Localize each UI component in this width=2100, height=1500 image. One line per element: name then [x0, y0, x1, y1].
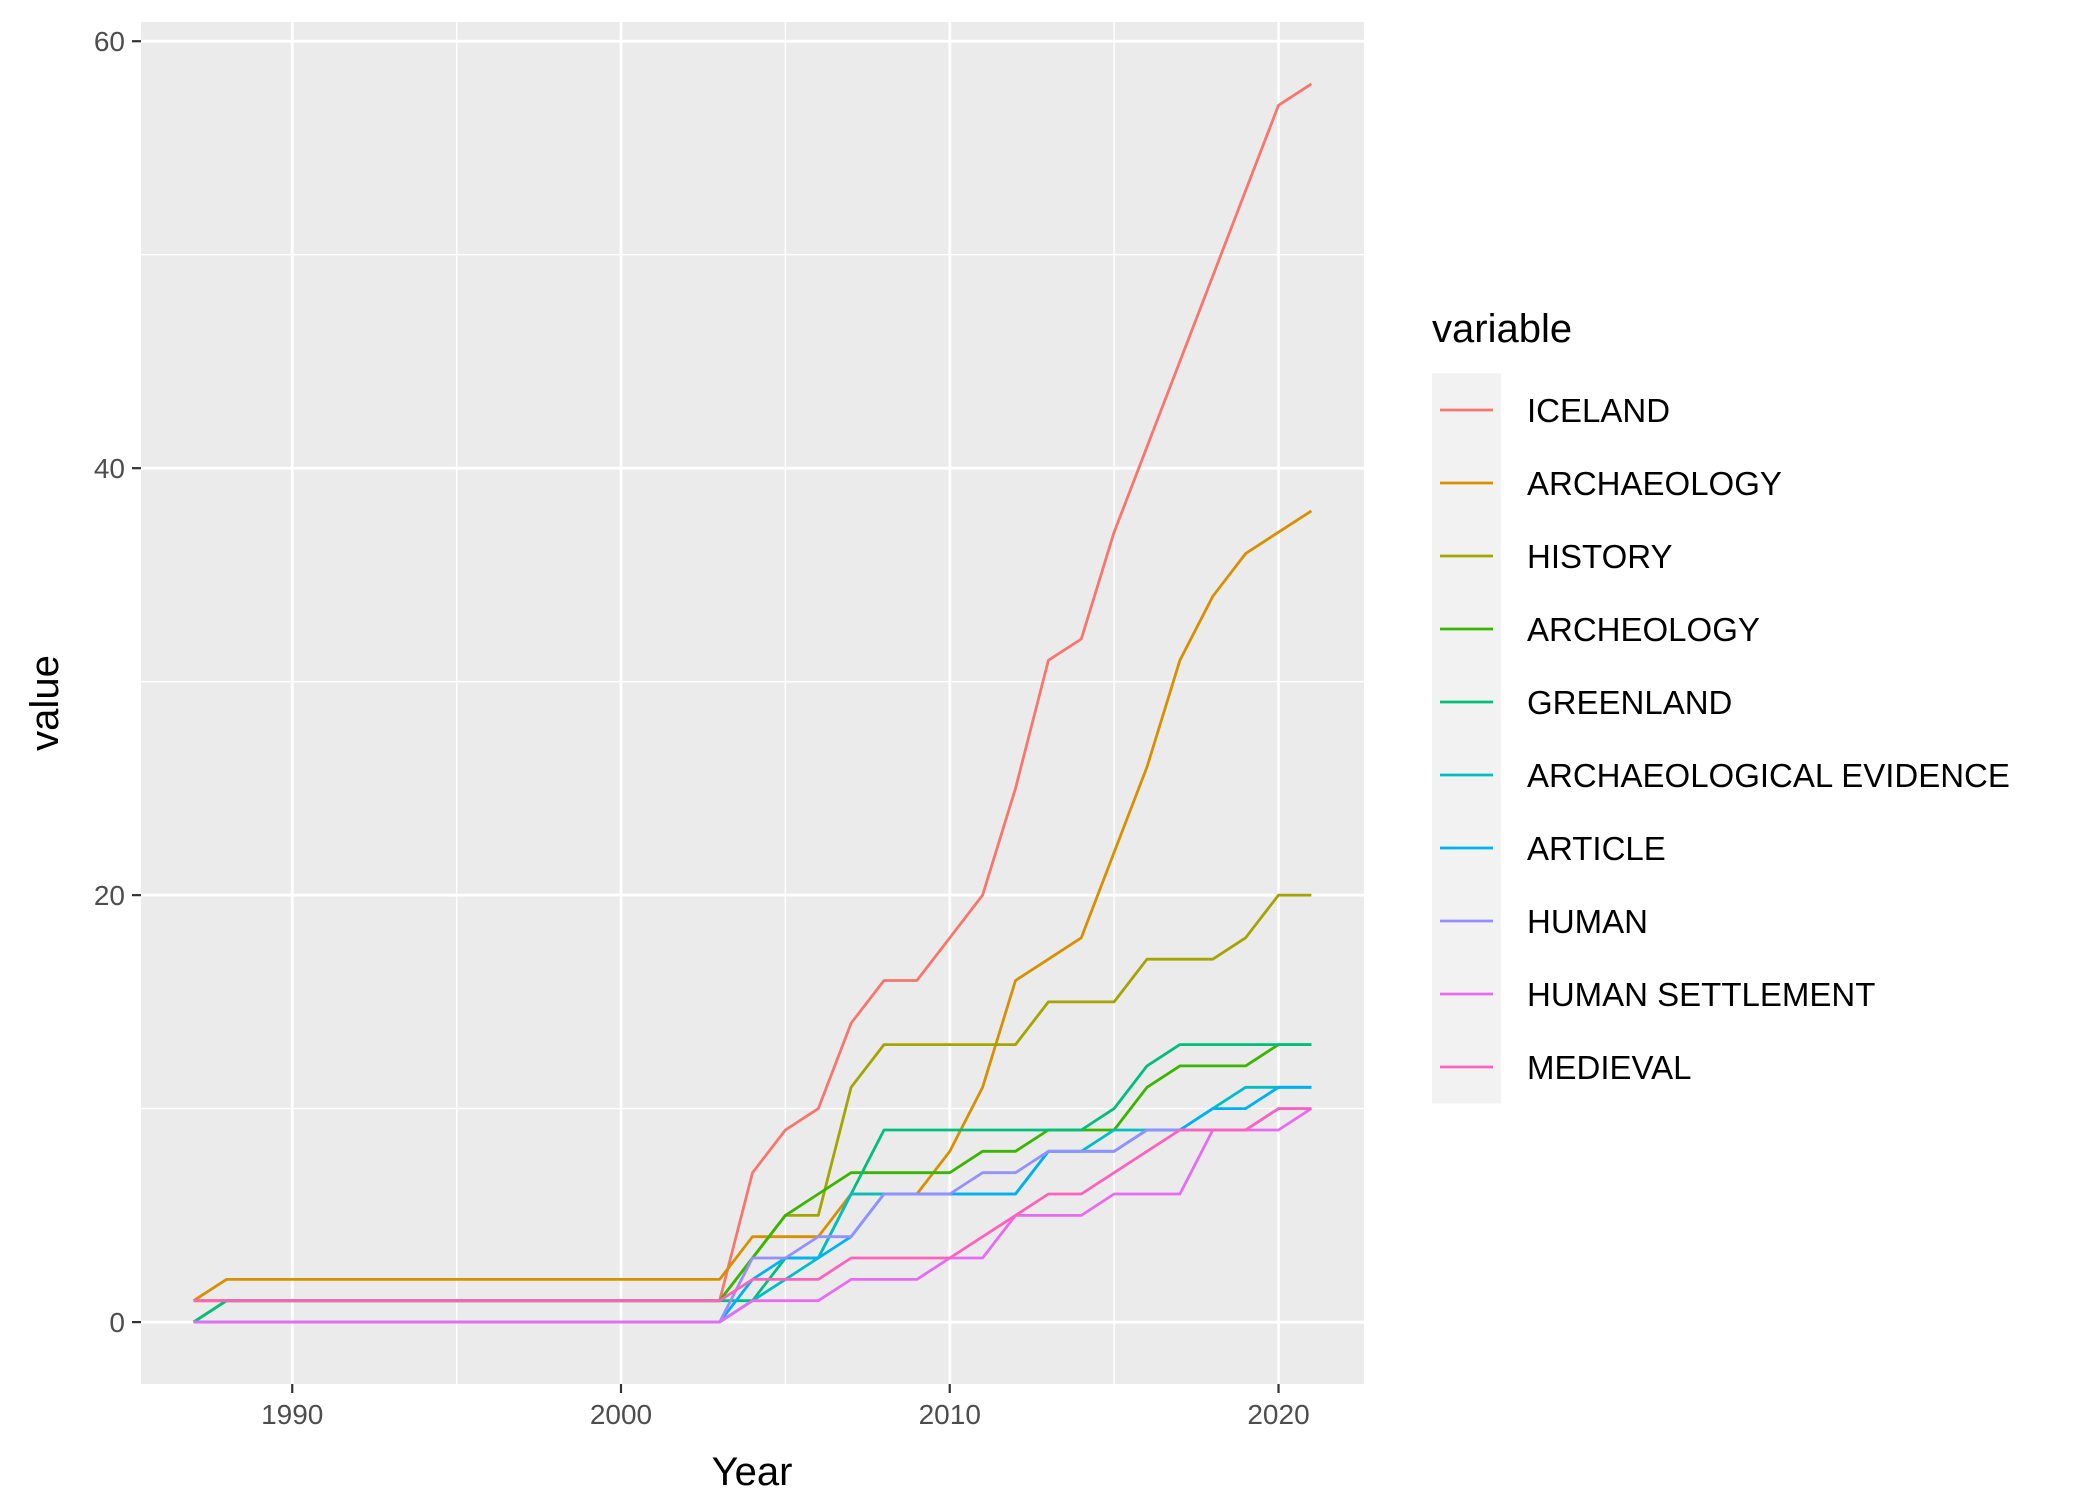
legend-label: HISTORY [1527, 538, 1673, 575]
x-tick-label: 2000 [590, 1399, 652, 1430]
legend-label: ARTICLE [1527, 830, 1666, 867]
series-line [193, 1107, 1312, 1303]
legend-label: GREENLAND [1527, 684, 1732, 721]
legend-label: ARCHAEOLOGY [1527, 465, 1782, 502]
minor-gridlines [141, 22, 1364, 1384]
series-line [193, 1107, 1313, 1324]
y-tick-label: 20 [94, 880, 125, 911]
legend-label: MEDIEVAL [1527, 1049, 1691, 1086]
y-axis-title: value [23, 655, 67, 751]
x-axis: 1990 2000 2010 2020 [261, 1384, 1310, 1430]
x-axis-title: Year [712, 1450, 793, 1494]
panel-background [141, 22, 1364, 1384]
y-tick-label: 0 [109, 1307, 125, 1338]
y-tick-label: 60 [94, 26, 125, 57]
legend-label: HUMAN [1527, 903, 1648, 940]
legend-title: variable [1432, 307, 1572, 351]
y-tick-label: 40 [94, 453, 125, 484]
x-tick-label: 1990 [261, 1399, 323, 1430]
legend-label: ARCHAEOLOGICAL EVIDENCE [1527, 757, 2010, 794]
x-tick-label: 2020 [1247, 1399, 1309, 1430]
series-lines [192, 82, 1313, 1324]
y-axis: 0 20 40 60 [94, 26, 141, 1338]
legend-label: HUMAN SETTLEMENT [1527, 976, 1875, 1013]
legend-label: ICELAND [1527, 392, 1670, 429]
series-line [192, 509, 1313, 1302]
legend: variable ICELAND ARCHAEOLOGY HISTORY ARCHEO… [1432, 307, 2010, 1104]
legend-label: ARCHEOLOGY [1527, 611, 1760, 648]
x-tick-label: 2010 [919, 1399, 981, 1430]
